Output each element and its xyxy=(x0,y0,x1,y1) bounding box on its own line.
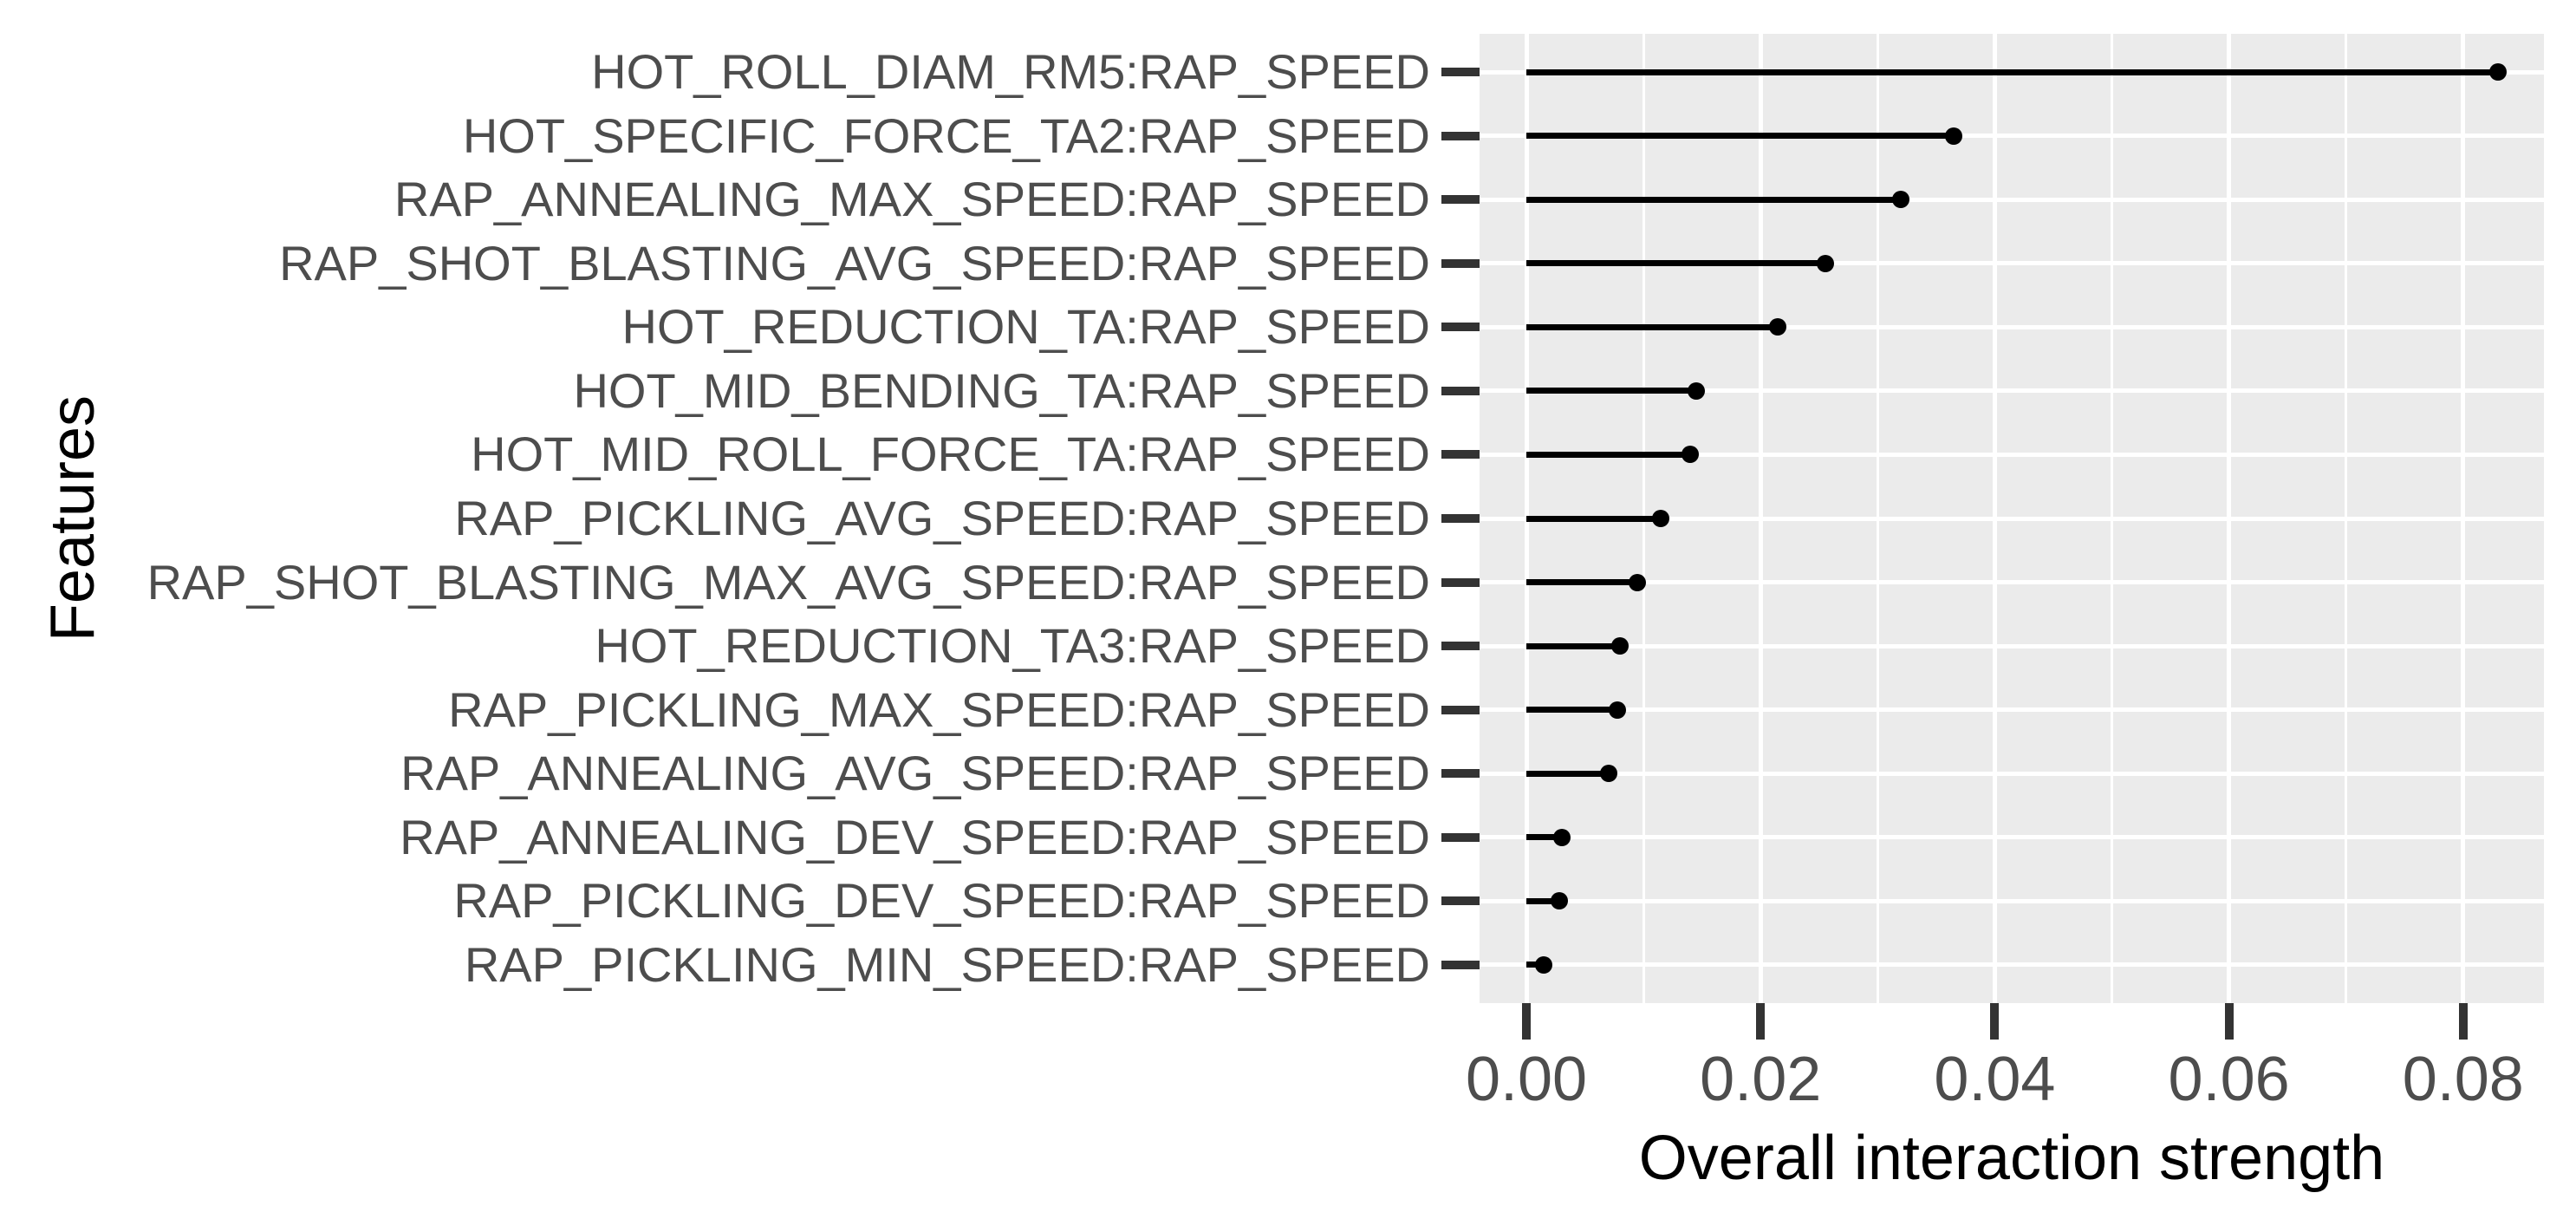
plot-panel xyxy=(1480,34,2544,1003)
y-major-gridline xyxy=(1480,261,2544,266)
x-axis-tick-label: 0.00 xyxy=(1465,1045,1588,1114)
y-axis-category-label: RAP_PICKLING_DEV_SPEED:RAP_SPEED xyxy=(453,873,1430,929)
data-point xyxy=(1892,191,1910,209)
lollipop-segment xyxy=(1526,770,1609,777)
y-axis-category-label: RAP_ANNEALING_MAX_SPEED:RAP_SPEED xyxy=(394,172,1430,227)
y-axis-tick xyxy=(1441,386,1480,395)
lollipop-segment xyxy=(1526,133,1955,140)
y-axis-tick xyxy=(1441,323,1480,332)
lollipop-segment xyxy=(1526,707,1618,714)
y-axis-tick xyxy=(1441,960,1480,969)
data-point xyxy=(1535,955,1553,974)
y-axis-tick xyxy=(1441,195,1480,205)
y-major-gridline xyxy=(1480,707,2544,713)
y-major-gridline xyxy=(1480,643,2544,649)
lollipop-segment xyxy=(1526,451,1691,458)
y-major-gridline xyxy=(1480,388,2544,394)
y-axis-category-label: HOT_ROLL_DIAM_RM5:RAP_SPEED xyxy=(591,44,1430,100)
y-axis-tick xyxy=(1441,68,1480,77)
y-axis-category-label: RAP_PICKLING_AVG_SPEED:RAP_SPEED xyxy=(454,491,1430,545)
y-axis-category-label: HOT_MID_BENDING_TA:RAP_SPEED xyxy=(573,362,1430,418)
y-major-gridline xyxy=(1480,197,2544,202)
data-point xyxy=(1687,381,1705,400)
x-axis-title: Overall interaction strength xyxy=(1638,1124,2385,1193)
y-axis-category-label: RAP_PICKLING_MAX_SPEED:RAP_SPEED xyxy=(448,681,1430,737)
y-axis-tick xyxy=(1441,131,1480,140)
y-axis-tick xyxy=(1441,642,1480,651)
data-point xyxy=(1652,510,1670,527)
y-major-gridline xyxy=(1480,962,2544,968)
data-point xyxy=(1682,446,1700,464)
data-point xyxy=(1816,254,1834,272)
lollipop-segment xyxy=(1526,897,1559,904)
x-axis-tick xyxy=(2224,1003,2234,1040)
y-axis-category-label: RAP_SHOT_BLASTING_AVG_SPEED:RAP_SPEED xyxy=(279,235,1430,290)
lollipop-segment xyxy=(1526,388,1696,394)
lollipop-segment xyxy=(1526,323,1779,330)
y-major-gridline xyxy=(1480,580,2544,585)
lollipop-segment xyxy=(1526,260,1825,267)
y-axis-category-label: RAP_SHOT_BLASTING_MAX_AVG_SPEED:RAP_SPEE… xyxy=(146,554,1430,610)
lollipop-segment xyxy=(1526,515,1662,522)
y-major-gridline xyxy=(1480,771,2544,776)
lollipop-segment xyxy=(1526,68,2499,75)
y-axis-category-label: HOT_REDUCTION_TA:RAP_SPEED xyxy=(621,299,1430,355)
x-axis-tick-label: 0.06 xyxy=(2168,1045,2290,1114)
y-axis-tick xyxy=(1441,450,1480,460)
data-point xyxy=(1552,828,1571,846)
y-axis-tick xyxy=(1441,769,1480,779)
y-axis-category-label: HOT_SPECIFIC_FORCE_TA2:RAP_SPEED xyxy=(462,108,1430,163)
y-major-gridline xyxy=(1480,898,2544,903)
y-axis-tick xyxy=(1441,577,1480,587)
y-axis-tick xyxy=(1441,832,1480,842)
x-axis-tick xyxy=(1756,1003,1766,1040)
y-axis-tick xyxy=(1441,514,1480,523)
data-point xyxy=(1945,127,1963,145)
data-point xyxy=(1769,318,1787,336)
x-axis-tick-label: 0.08 xyxy=(2402,1045,2524,1114)
data-point xyxy=(1609,701,1627,719)
y-axis-category-label: RAP_PICKLING_MIN_SPEED:RAP_SPEED xyxy=(464,936,1430,992)
x-axis-tick xyxy=(2458,1003,2468,1040)
data-point xyxy=(2489,63,2508,81)
data-point xyxy=(1550,892,1568,910)
data-point xyxy=(1611,637,1630,655)
data-point xyxy=(1629,573,1647,591)
x-axis-tick xyxy=(1522,1003,1532,1040)
y-axis-category-label: HOT_REDUCTION_TA3:RAP_SPEED xyxy=(595,618,1430,674)
data-point xyxy=(1599,765,1617,783)
lollipop-segment xyxy=(1526,962,1545,968)
y-axis-tick xyxy=(1441,896,1480,906)
y-major-gridline xyxy=(1480,516,2544,521)
y-axis-category-label: HOT_MID_ROLL_FORCE_TA:RAP_SPEED xyxy=(471,427,1430,482)
y-major-gridline xyxy=(1480,452,2544,457)
lollipop-segment xyxy=(1526,579,1638,586)
y-major-gridline xyxy=(1480,324,2544,329)
y-axis-tick xyxy=(1441,705,1480,714)
y-axis-category-label: RAP_ANNEALING_AVG_SPEED:RAP_SPEED xyxy=(400,746,1430,801)
y-major-gridline xyxy=(1480,134,2544,139)
y-major-gridline xyxy=(1480,835,2544,840)
x-axis-tick-label: 0.04 xyxy=(1934,1045,2056,1114)
x-axis-tick xyxy=(1990,1003,2000,1040)
lollipop-segment xyxy=(1526,642,1621,649)
y-axis-tick xyxy=(1441,258,1480,268)
y-axis-category-label: RAP_ANNEALING_DEV_SPEED:RAP_SPEED xyxy=(400,809,1430,864)
lollipop-segment xyxy=(1526,196,1902,203)
lollipop-segment xyxy=(1526,834,1562,841)
x-axis-tick-label: 0.02 xyxy=(1700,1045,1822,1114)
